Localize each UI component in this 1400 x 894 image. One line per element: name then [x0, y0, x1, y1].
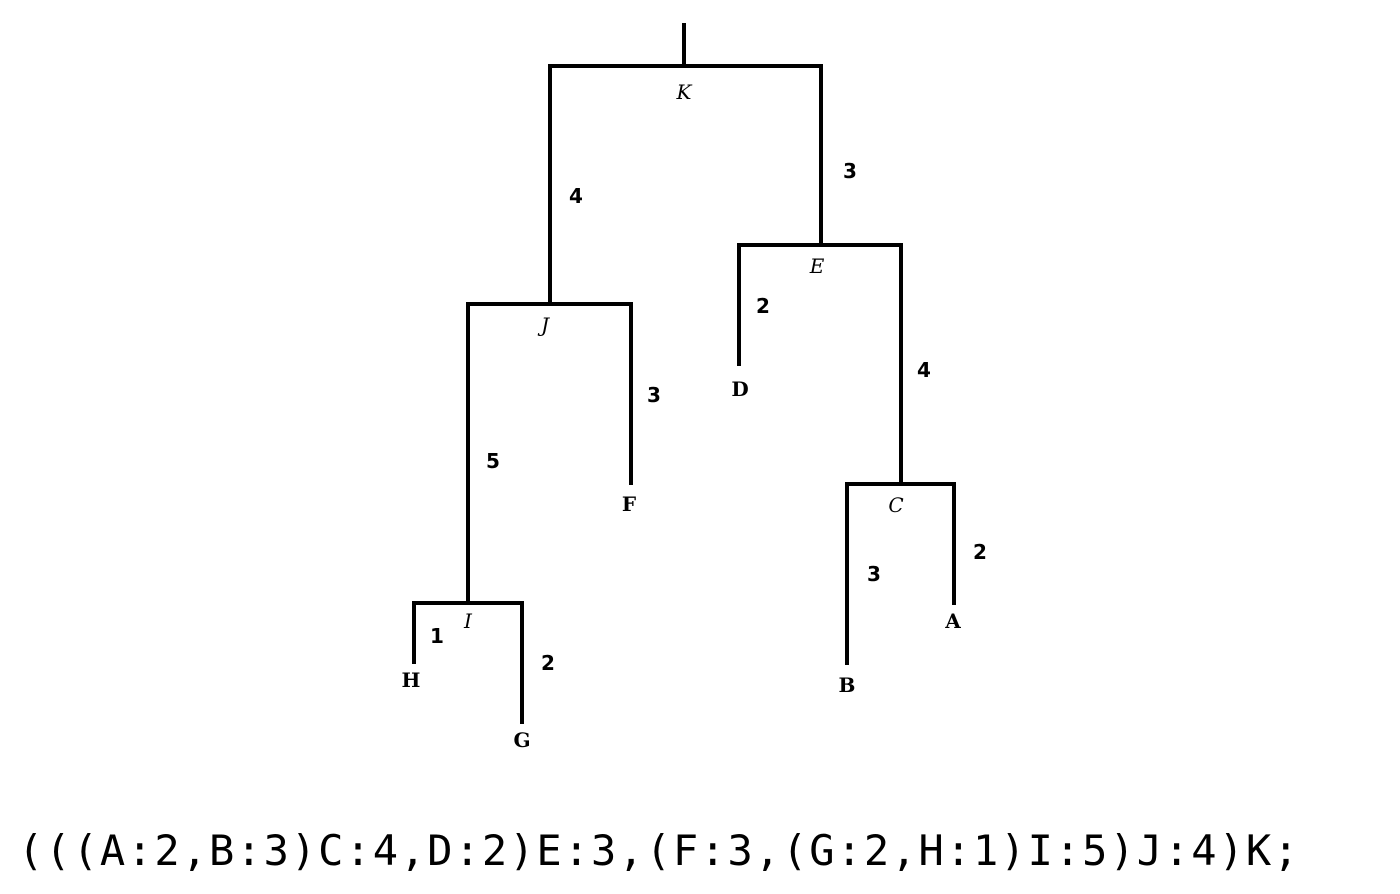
leaf-label-F: F: [622, 492, 636, 516]
leaf-label-G: G: [513, 728, 530, 752]
length-label-H: 1: [430, 624, 444, 648]
leaf-label-B: B: [839, 673, 856, 697]
leaf-label-D: D: [731, 377, 748, 401]
length-label-D: 2: [756, 294, 770, 318]
length-label-B: 3: [867, 562, 881, 586]
node-label-C: C: [888, 493, 903, 517]
length-label-G: 2: [541, 651, 555, 675]
length-label-I: 5: [486, 449, 500, 473]
node-label-I: I: [463, 609, 473, 633]
length-label-E: 3: [843, 159, 857, 183]
length-label-F: 3: [647, 383, 661, 407]
leaf-label-H: H: [402, 668, 421, 692]
leaf-label-A: A: [944, 609, 961, 633]
node-label-E: E: [809, 254, 825, 278]
node-label-K: K: [676, 80, 693, 104]
length-label-C: 4: [917, 358, 931, 382]
length-label-J: 4: [569, 184, 583, 208]
node-label-J: J: [537, 313, 550, 337]
newick-string: (((A:2,B:3)C:4,D:2)E:3,(F:3,(G:2,H:1)I:5…: [18, 826, 1301, 875]
length-label-A: 2: [973, 540, 987, 564]
